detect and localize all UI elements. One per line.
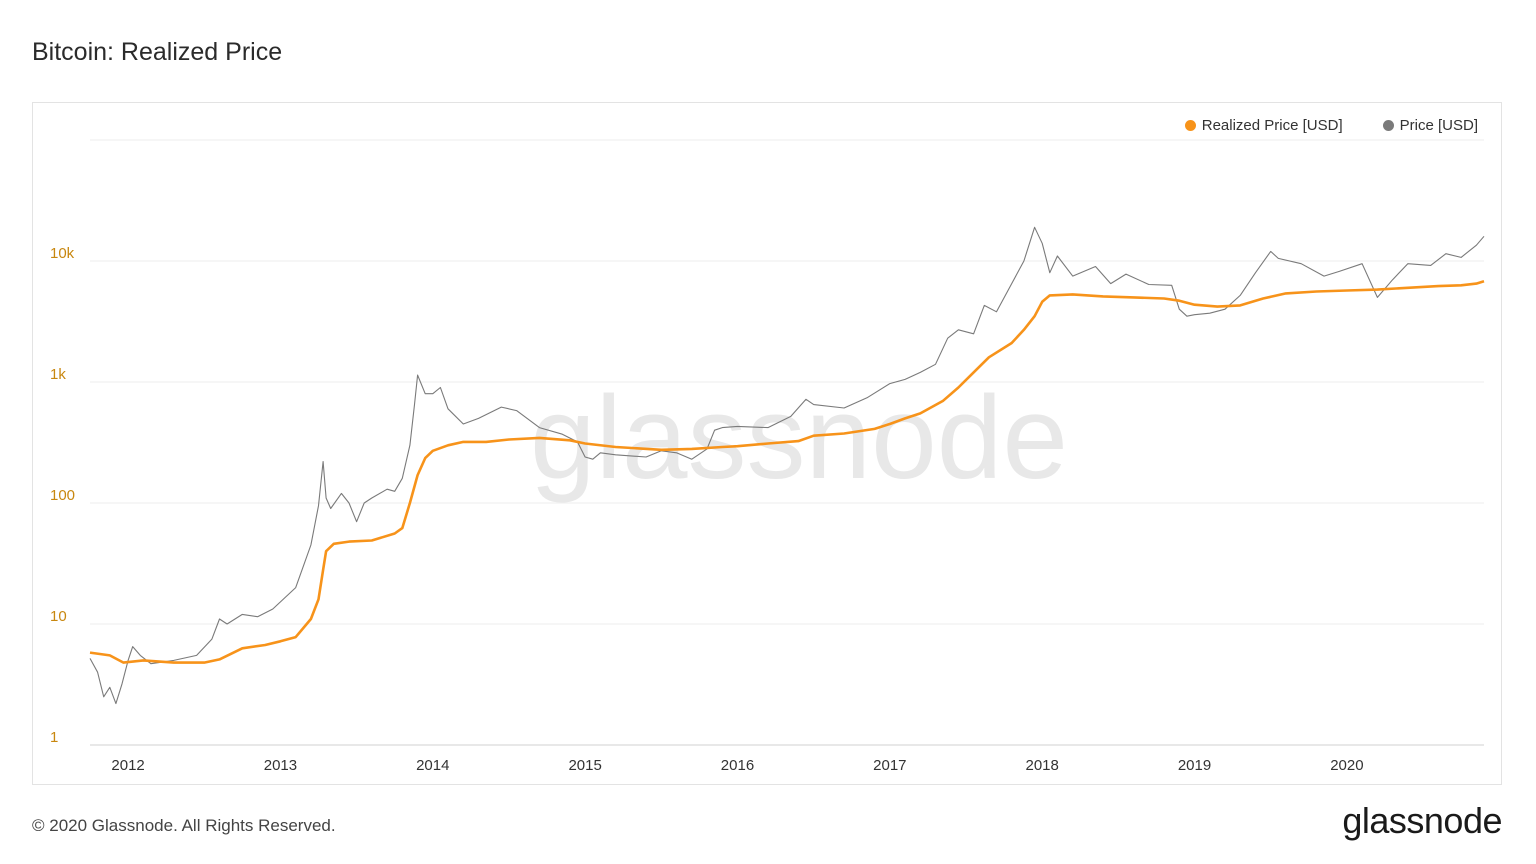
x-tick-label: 2012: [111, 757, 144, 774]
legend-label-price: Price [USD]: [1399, 117, 1478, 134]
x-tick-label: 2013: [264, 757, 297, 774]
chart-frame: [32, 102, 1502, 785]
x-tick-label: 2015: [568, 757, 601, 774]
series-line-price[interactable]: [89, 226, 1485, 705]
copyright-text: © 2020 Glassnode. All Rights Reserved.: [32, 816, 336, 835]
x-tick-label: 2017: [873, 757, 906, 774]
y-tick-label: 100: [50, 487, 75, 504]
y-tick-label: 1k: [50, 366, 66, 383]
legend-item-price[interactable]: Price [USD]: [1382, 117, 1478, 134]
x-tick-label: 2019: [1178, 757, 1211, 774]
y-tick-label: 10: [50, 608, 67, 625]
legend-item-realized-price[interactable]: Realized Price [USD]: [1184, 117, 1343, 134]
x-axis-labels: 2012 2013 2014 2015 2016 2017 2018 2019 2020: [111, 757, 1363, 774]
series-line-realized-price[interactable]: [89, 280, 1485, 664]
x-tick-label: 2018: [1025, 757, 1058, 774]
y-tick-label: 1: [50, 729, 58, 746]
x-tick-label: 2016: [721, 757, 754, 774]
page-title: Bitcoin: Realized Price: [32, 38, 283, 66]
x-tick-label: 2014: [416, 757, 449, 774]
chart-legend: Realized Price [USD] Price [USD]: [1184, 117, 1478, 134]
legend-dot-price: [1382, 120, 1394, 131]
grid-lines: [90, 139, 1484, 746]
y-tick-label: 10k: [50, 245, 75, 262]
legend-label-realized-price: Realized Price [USD]: [1201, 117, 1343, 134]
glassnode-logo[interactable]: glassnode: [1342, 800, 1502, 841]
x-tick-label: 2020: [1330, 757, 1363, 774]
legend-dot-realized-price: [1184, 120, 1196, 131]
series-lines: [89, 226, 1485, 705]
watermark-text: glassnode: [530, 372, 1068, 504]
y-axis-labels: 1 10 100 1k 10k: [50, 245, 75, 746]
